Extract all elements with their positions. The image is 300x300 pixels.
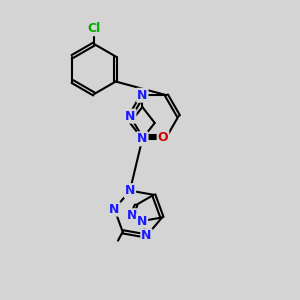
Text: N: N [125, 184, 135, 197]
Text: N: N [109, 202, 120, 216]
Text: N: N [125, 110, 136, 123]
Text: N: N [137, 214, 147, 227]
Text: N: N [141, 230, 152, 242]
Text: N: N [126, 209, 137, 222]
Text: O: O [158, 130, 168, 143]
Text: N: N [137, 89, 148, 102]
Text: N: N [137, 132, 148, 145]
Text: Cl: Cl [87, 22, 101, 35]
